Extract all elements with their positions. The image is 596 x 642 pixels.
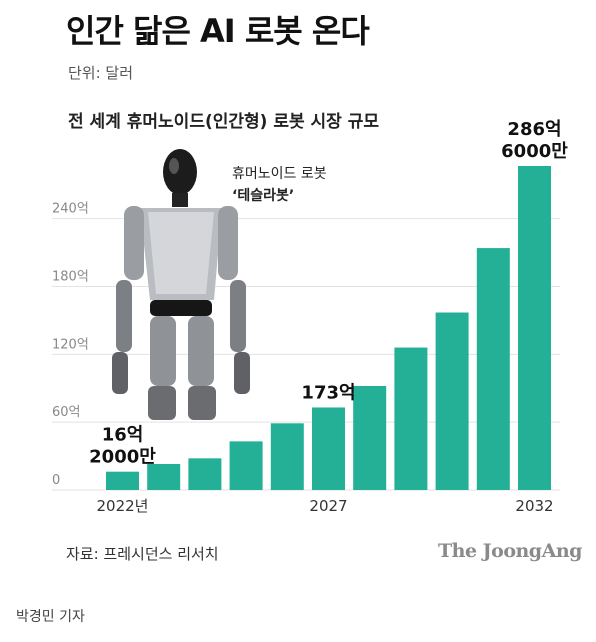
data-label: 16억 bbox=[102, 425, 144, 446]
bar-2025 bbox=[229, 441, 263, 490]
bar-2024 bbox=[188, 458, 222, 490]
robot-annotation: 휴머노이드 로봇 ‘테슬라봇’ bbox=[232, 166, 327, 204]
chart-title: 인간 닮은 AI 로봇 온다 bbox=[66, 12, 370, 50]
data-label: 173억 bbox=[301, 382, 355, 403]
y-tick-label: 180억 bbox=[52, 270, 89, 285]
bar-2032 bbox=[518, 166, 551, 490]
byline: 박경민 기자 bbox=[16, 609, 85, 625]
publisher-logo: The JoongAng bbox=[438, 540, 582, 562]
x-tick-label: 2022년 bbox=[97, 497, 149, 515]
unit-label: 단위: 달러 bbox=[68, 64, 134, 82]
data-label: 2000만 bbox=[89, 447, 156, 468]
bar-2023 bbox=[147, 463, 181, 490]
data-label: 6000만 bbox=[501, 141, 568, 162]
x-tick-label: 2027 bbox=[309, 497, 347, 515]
data-label: 286억 bbox=[507, 119, 561, 140]
bar-2031 bbox=[476, 248, 510, 490]
bar-2027 bbox=[312, 407, 345, 490]
y-tick-label: 60억 bbox=[52, 405, 81, 420]
y-tick-label: 240억 bbox=[52, 202, 89, 217]
bar-2029 bbox=[394, 347, 428, 490]
chart-subtitle: 전 세계 휴머노이드(인간형) 로봇 시장 규모 bbox=[68, 112, 380, 132]
bar-2022 bbox=[106, 471, 139, 490]
robot-illustration bbox=[112, 149, 250, 420]
y-tick-label: 120억 bbox=[52, 337, 89, 352]
bars bbox=[106, 166, 551, 490]
bar-2028 bbox=[353, 385, 387, 490]
bar-2030 bbox=[435, 312, 469, 490]
annotation-line-1: 휴머노이드 로봇 bbox=[232, 166, 327, 182]
annotation-line-2: ‘테슬라봇’ bbox=[232, 188, 294, 204]
x-tick-label: 2032 bbox=[515, 497, 553, 515]
y-tick-label: 0 bbox=[52, 473, 60, 488]
source-note: 자료: 프레시던스 리서치 bbox=[66, 545, 219, 563]
bar-2026 bbox=[270, 423, 304, 490]
